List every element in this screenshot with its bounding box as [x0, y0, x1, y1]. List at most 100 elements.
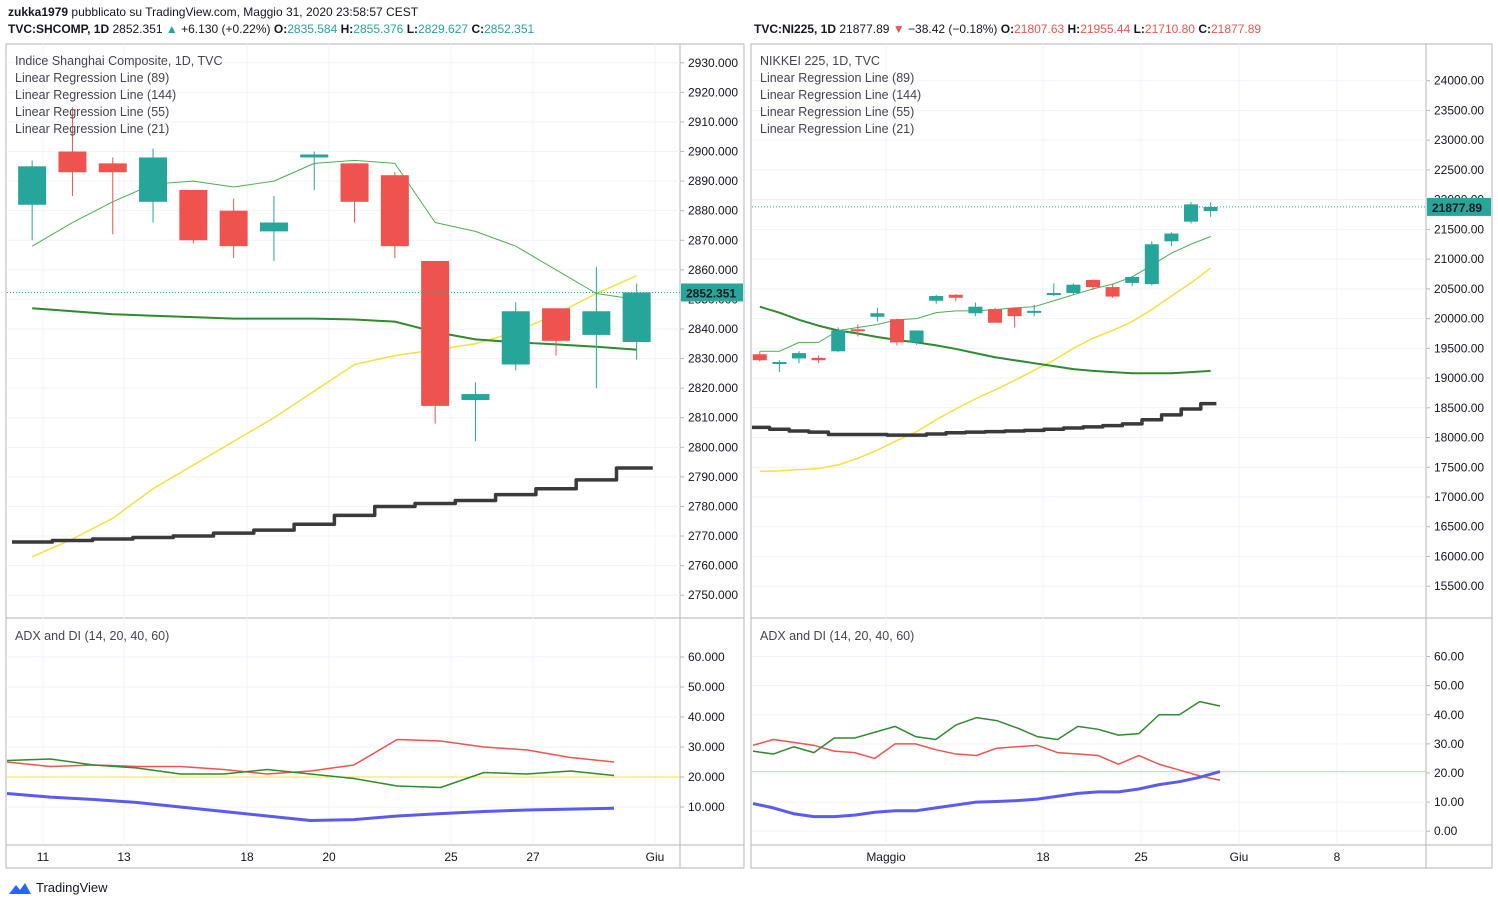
left-adx-di-minus-line	[6, 738, 615, 775]
right-symbol: TVC:NI225, 1D	[754, 22, 837, 36]
right-candle-body	[1086, 279, 1100, 288]
right-y-tick-label: 18500.00	[1434, 401, 1484, 415]
right-adx-tick-label: 20.00	[1434, 766, 1464, 780]
left-symbol: TVC:SHCOMP, 1D	[8, 22, 110, 36]
left-open: 2835.584	[287, 22, 338, 36]
right-adx-di-plus-line	[752, 700, 1221, 755]
left-symbol-info: TVC:SHCOMP, 1D 2852.351 ▲ +6.130 (+0.22%…	[8, 22, 534, 36]
right-low: 21710.80	[1144, 22, 1195, 36]
left-y-tick-label: 2930.000	[688, 56, 738, 70]
right-adx-tick-label: 30.00	[1434, 737, 1464, 751]
right-candle-body	[1164, 233, 1179, 242]
right-candle-body	[988, 309, 1002, 323]
tradingview-logo-icon	[9, 882, 31, 894]
left-x-tick-label: 11	[37, 850, 50, 864]
right-change: −38.42 (−0.18%)	[908, 22, 998, 36]
right-last-price-label: 21877.89	[1432, 201, 1482, 215]
right-y-tick-label: 24000.00	[1434, 74, 1484, 88]
right-adx-di-minus-line	[752, 738, 1221, 781]
left-high: 2855.376	[353, 22, 404, 36]
right-candle-body	[772, 362, 787, 365]
author-name[interactable]: zukka1979	[8, 5, 69, 19]
right-candle-body	[1203, 206, 1218, 212]
right-y-tick-label: 22500.00	[1434, 163, 1484, 177]
left-candle-body	[542, 308, 571, 341]
right-legend-title: NIKKEI 225, 1D, TVC	[760, 54, 880, 68]
right-candle-body	[1105, 287, 1120, 297]
left-candle-body	[461, 394, 490, 400]
right-y-tick-label: 20000.00	[1434, 312, 1484, 326]
left-candle-body	[139, 157, 168, 202]
right-y-tick-label: 21500.00	[1434, 222, 1484, 236]
left-x-tick-label: 27	[526, 850, 540, 864]
right-last-price-tag	[1427, 197, 1491, 216]
right-candle-body	[948, 294, 963, 298]
right-y-tick-label: 16000.00	[1434, 549, 1484, 563]
right-down-arrow-icon: ▼	[892, 22, 905, 36]
left-y-tick-label: 2860.000	[688, 263, 738, 277]
right-adx-tick-label: 10.00	[1434, 795, 1464, 809]
right-x-tick-label: 25	[1134, 850, 1148, 864]
right-high: 21955.44	[1080, 22, 1131, 36]
left-legend-line: Linear Regression Line (55)	[15, 105, 169, 119]
right-lrl-89-line	[759, 267, 1212, 473]
left-x-tick-label: 25	[444, 850, 458, 864]
left-o-label: O:	[273, 22, 288, 36]
left-adx-tick-label: 60.000	[688, 650, 725, 664]
right-candle-body	[1066, 284, 1081, 294]
left-candle-body	[300, 154, 329, 158]
right-candle-body	[850, 329, 865, 332]
right-y-tick-label: 23500.00	[1434, 103, 1484, 117]
right-x-tick-label: Giu	[1230, 850, 1249, 864]
left-close: 2852.351	[484, 22, 535, 36]
right-open: 21807.63	[1014, 22, 1065, 36]
right-y-tick-label: 20500.00	[1434, 282, 1484, 296]
right-y-tick-label: 15500.00	[1434, 579, 1484, 593]
left-y-tick-label: 2920.000	[688, 85, 738, 99]
right-candle-body	[968, 306, 983, 314]
right-x-tick-label: Maggio	[866, 850, 906, 864]
left-legend-line: Linear Regression Line (144)	[15, 88, 176, 102]
right-lrl-21-line	[759, 236, 1211, 352]
right-candle-body	[1125, 276, 1140, 283]
left-last-price-label: 2852.351	[686, 286, 736, 300]
right-candle-body	[831, 330, 846, 352]
right-h-label: H:	[1067, 22, 1081, 36]
left-y-tick-label: 2770.000	[688, 529, 738, 543]
right-lrl-144-line	[752, 401, 1217, 437]
tradingview-branding[interactable]: TradingView	[8, 880, 108, 895]
right-y-tick-label: 17500.00	[1434, 460, 1484, 474]
left-adx-tick-label: 50.000	[688, 680, 725, 694]
tradingview-brand: TradingView	[36, 880, 108, 895]
left-adx-tick-label: 20.000	[688, 770, 725, 784]
left-y-tick-label: 2810.000	[688, 411, 738, 425]
right-candle-body	[909, 330, 924, 343]
right-l-label: L:	[1133, 22, 1145, 36]
left-c-label: C:	[471, 22, 485, 36]
right-y-tick-label: 21000.00	[1434, 252, 1484, 266]
publish-text: pubblicato su TradingView.com, Maggio 31…	[71, 5, 419, 19]
right-c-label: C:	[1198, 22, 1211, 36]
left-lrl-21-line	[31, 159, 637, 300]
left-legend-title: Indice Shanghai Composite, 1D, TVC	[15, 54, 223, 68]
left-adx-tick-label: 10.000	[688, 800, 725, 814]
right-adx-tick-label: 60.00	[1434, 650, 1464, 664]
left-candle-body	[98, 163, 127, 173]
right-candle-body	[1046, 293, 1061, 296]
left-y-tick-label: 2800.000	[688, 440, 738, 454]
right-panel-frame	[750, 43, 1493, 869]
right-adx-tick-label: 40.00	[1434, 708, 1464, 722]
right-candle-body	[792, 353, 806, 359]
left-y-tick-label: 2820.000	[688, 381, 738, 395]
right-adx-title: ADX and DI (14, 20, 40, 60)	[760, 629, 914, 643]
left-y-tick-label: 2890.000	[688, 174, 738, 188]
right-candle-body	[890, 319, 904, 343]
right-candle-body	[1027, 310, 1042, 313]
left-low: 2829.627	[418, 22, 469, 36]
left-candle-body	[421, 260, 450, 406]
left-y-tick-label: 2880.000	[688, 204, 738, 218]
left-last-price-tag	[681, 283, 743, 302]
left-x-tick-label: 18	[240, 850, 254, 864]
left-legend-line: Linear Regression Line (89)	[15, 71, 169, 85]
